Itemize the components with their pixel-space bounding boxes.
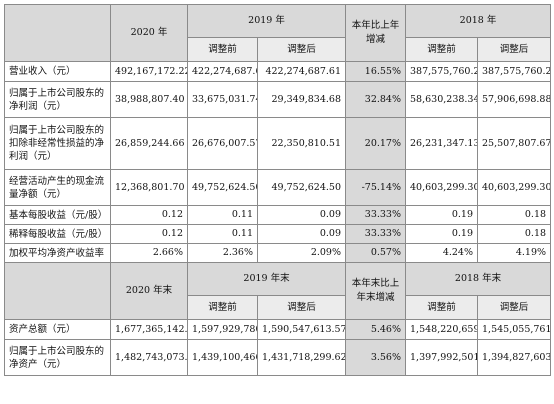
cell-2019-after: 1,431,718,299.62: [256, 339, 347, 376]
cell-change: 20.17%: [345, 117, 407, 170]
row-label: 营业收入（元）: [4, 61, 111, 82]
row-label: 归属于上市公司股东的净利润（元）: [4, 81, 111, 118]
row-label: 基本每股收益（元/股）: [4, 205, 111, 225]
table-row: 经营活动产生的现金流量净额（元） 12,368,801.70 49,752,62…: [4, 169, 552, 206]
cell-2018-after: 57,906,698.88: [477, 81, 552, 118]
cell-2020: 1,482,743,073.26: [110, 339, 188, 376]
cell-2019-before: 0.11: [187, 224, 258, 244]
cell-2020: 1,677,365,142.72: [110, 319, 188, 340]
cell-2019-after: 22,350,810.51: [256, 117, 347, 170]
header-blank-cell: [4, 4, 111, 62]
cell-2020: 0.12: [110, 224, 188, 244]
cell-2019-before: 33,675,031.74: [187, 81, 258, 118]
cell-2019-after: 2.09%: [256, 243, 347, 263]
row-label: 经营活动产生的现金流量净额（元）: [4, 169, 111, 206]
table-row: 加权平均净资产收益率 2.66% 2.36% 2.09% 0.57% 4.24%…: [4, 243, 552, 263]
cell-2018-after: 0.18: [477, 205, 552, 225]
cell-2019-after: 0.09: [256, 205, 347, 225]
cell-2018-before: 0.19: [405, 224, 479, 244]
header-2019-end: 2019 年末: [186, 262, 347, 296]
cell-2020: 26,859,244.66: [110, 117, 188, 170]
header-2018-before: 调整前: [405, 295, 479, 320]
header-change: 本年比上年增减: [345, 4, 407, 62]
header-2019: 2019 年: [186, 4, 347, 38]
cell-2019-before: 1,597,929,780.85: [187, 319, 258, 340]
table-row: 归属于上市公司股东的净利润（元） 38,988,807.40 33,675,03…: [4, 81, 552, 118]
header-2018-after: 调整后: [477, 295, 552, 320]
cell-change: 16.55%: [345, 61, 407, 82]
cell-2018-after: 40,603,299.30: [477, 169, 552, 206]
cell-2019-before: 26,676,007.57: [187, 117, 258, 170]
header-2018-before: 调整前: [405, 37, 479, 62]
cell-2018-after: 1,394,827,603.79: [477, 339, 552, 376]
cell-2019-after: 0.09: [256, 224, 347, 244]
cell-change: 33.33%: [345, 205, 407, 225]
row-label: 归属于上市公司股东的扣除非经常性损益的净利润（元）: [4, 117, 111, 170]
cell-2018-before: 40,603,299.30: [405, 169, 479, 206]
header-2019-before: 调整前: [187, 37, 258, 62]
cell-2018-after: 25,507,807.67: [477, 117, 552, 170]
cell-2018-after: 1,545,055,761.01: [477, 319, 552, 340]
cell-2020: 492,167,172.22: [110, 61, 188, 82]
cell-2018-before: 26,231,347.13: [405, 117, 479, 170]
row-label: 加权平均净资产收益率: [4, 243, 111, 263]
cell-2019-before: 1,439,100,466.90: [187, 339, 258, 376]
header-2019-after: 调整后: [256, 295, 347, 320]
cell-change: 33.33%: [345, 224, 407, 244]
financial-summary-sheet: 2020 年 2019 年 本年比上年增减 2018 年 调整前 调整后 调整前…: [4, 4, 552, 400]
header-change-end: 本年末比上年末增减: [345, 262, 407, 320]
cell-2020: 0.12: [110, 205, 188, 225]
header-2019-after: 调整后: [256, 37, 347, 62]
cell-2018-before: 0.19: [405, 205, 479, 225]
header-2018: 2018 年: [405, 4, 552, 38]
table-row: 归属于上市公司股东的净资产（元） 1,482,743,073.26 1,439,…: [4, 339, 552, 376]
cell-2018-before: 58,630,238.34: [405, 81, 479, 118]
cell-2020: 38,988,807.40: [110, 81, 188, 118]
cell-2020: 12,368,801.70: [110, 169, 188, 206]
cell-2018-after: 0.18: [477, 224, 552, 244]
cell-2019-after: 49,752,624.50: [256, 169, 347, 206]
cell-2019-after: 29,349,834.68: [256, 81, 347, 118]
cell-2020: 2.66%: [110, 243, 188, 263]
table-row: 稀释每股收益（元/股） 0.12 0.11 0.09 33.33% 0.19 0…: [4, 224, 552, 244]
header-2018-end: 2018 年末: [405, 262, 552, 296]
cell-change: 32.84%: [345, 81, 407, 118]
cell-2018-after: 4.19%: [477, 243, 552, 263]
cell-2018-before: 1,548,220,659.17: [405, 319, 479, 340]
row-label: 稀释每股收益（元/股）: [4, 224, 111, 244]
header-2020: 2020 年: [110, 4, 188, 62]
table-row: 营业收入（元） 492,167,172.22 422,274,687.61 42…: [4, 61, 552, 82]
header-blank-cell: [4, 262, 111, 320]
cell-2019-before: 0.11: [187, 205, 258, 225]
table-row: 基本每股收益（元/股） 0.12 0.11 0.09 33.33% 0.19 0…: [4, 205, 552, 225]
header-2018-after: 调整后: [477, 37, 552, 62]
financial-summary-table: 2020 年 2019 年 本年比上年增减 2018 年 调整前 调整后 调整前…: [4, 4, 552, 376]
table-row: 归属于上市公司股东的扣除非经常性损益的净利润（元） 26,859,244.66 …: [4, 117, 552, 170]
cell-2019-before: 2.36%: [187, 243, 258, 263]
row-label: 资产总额（元）: [4, 319, 111, 340]
cell-2018-before: 1,397,992,501.95: [405, 339, 479, 376]
header-2019-before: 调整前: [187, 295, 258, 320]
cell-change: -75.14%: [345, 169, 407, 206]
cell-2019-after: 1,590,547,613.57: [256, 319, 347, 340]
cell-2018-before: 387,575,760.20: [405, 61, 479, 82]
cell-change: 3.56%: [345, 339, 407, 376]
cell-change: 5.46%: [345, 319, 407, 340]
cell-change: 0.57%: [345, 243, 407, 263]
cell-2018-after: 387,575,760.20: [477, 61, 552, 82]
table-row: 资产总额（元） 1,677,365,142.72 1,597,929,780.8…: [4, 319, 552, 340]
cell-2019-after: 422,274,687.61: [256, 61, 347, 82]
cell-2019-before: 49,752,624.50: [187, 169, 258, 206]
cell-2018-before: 4.24%: [405, 243, 479, 263]
row-label: 归属于上市公司股东的净资产（元）: [4, 339, 111, 376]
cell-2019-before: 422,274,687.61: [187, 61, 258, 82]
header-2020-end: 2020 年末: [110, 262, 188, 320]
